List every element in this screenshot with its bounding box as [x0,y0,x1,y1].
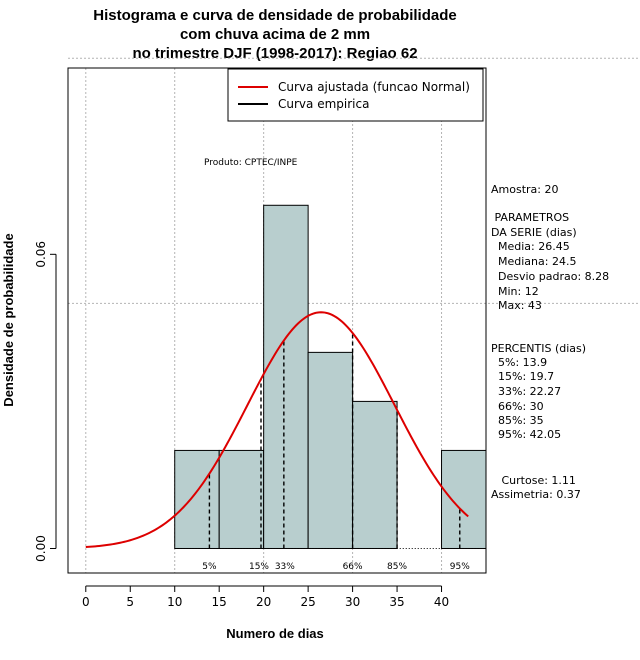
statistics-panel: Amostra: 20 PARAMETROS DA SERIE (dias) Me… [491,183,609,501]
statistics-line: Mediana: 24.5 [491,255,576,268]
histogram-bar [441,449,487,549]
statistics-line: Curtose: 1.11 [491,474,576,487]
legend-box [227,68,484,122]
x-tick-label: 40 [434,595,449,609]
product-annotation: Produto: CPTEC/INPE [204,158,298,168]
statistics-line: Amostra: 20 [491,183,558,196]
statistics-line: PARAMETROS [491,211,569,224]
x-axis-label: Numero de dias [226,626,324,641]
y-axis-label: Densidade de probabilidade [1,233,16,406]
statistics-line: Media: 26.45 [491,240,570,253]
statistics-line: Desvio padrao: 8.28 [491,270,609,283]
percentile-lines: 5% 15% 33% 66% 85% 95% [202,333,470,572]
percentile-label: 66% [343,562,363,572]
percentile-label: 15% [249,562,269,572]
statistics-line: 15%: 19.7 [491,370,554,383]
legend-label-empirical: Curva empirica [278,97,369,111]
percentile-label: 85% [387,562,407,572]
histogram-bar [263,204,309,549]
x-tick-label: 35 [389,595,404,609]
percentile-label: 95% [450,562,470,572]
normal-density-curve [85,311,469,549]
x-tick-label: 30 [345,595,360,609]
legend-label-normal: Curva ajustada (funcao Normal) [278,80,470,94]
statistics-line: Min: 12 [491,285,539,298]
x-tick-label: 25 [300,595,315,609]
legend: Curva ajustada (funcao Normal) Curva emp… [227,68,484,122]
statistics-line: Max: 43 [491,299,542,312]
x-tick-label: 15 [212,595,227,609]
x-tick-label: 5 [126,595,134,609]
histogram-bar [174,449,220,549]
y-tick-label: 0.06 [34,241,48,268]
density-curves [85,311,469,549]
statistics-line: Assimetria: 0.37 [491,488,581,501]
x-tick-label: 10 [167,595,182,609]
statistics-line: DA SERIE (dias) [491,226,577,239]
axes: 0 5 10 15 20 25 30 35 40 0.00 0.06 [34,241,449,609]
chart-title-line-3: no trimestre DJF (1998-2017): Regiao 62 [132,45,417,62]
chart-title-line-1: Histograma e curva de densidade de proba… [93,7,456,24]
histogram-bar [352,400,398,549]
plot-frame [67,67,487,574]
statistics-line: 5%: 13.9 [491,356,547,369]
statistics-line: 66%: 30 [491,400,544,413]
histogram-bar [307,351,354,549]
statistics-line: 95%: 42.05 [491,428,561,441]
chart-title-line-2: com chuva acima de 2 mm [180,26,370,43]
statistics-line: 33%: 22.27 [491,385,561,398]
percentile-label: 33% [275,562,295,572]
y-tick-label: 0.00 [34,535,48,562]
statistics-line: PERCENTIS (dias) [491,342,586,355]
statistics-line: 85%: 35 [491,414,544,427]
histogram-bar [218,449,265,549]
x-tick-label: 20 [256,595,271,609]
histogram-bars [174,204,487,549]
x-tick-label: 0 [82,595,90,609]
percentile-label: 5% [202,562,217,572]
